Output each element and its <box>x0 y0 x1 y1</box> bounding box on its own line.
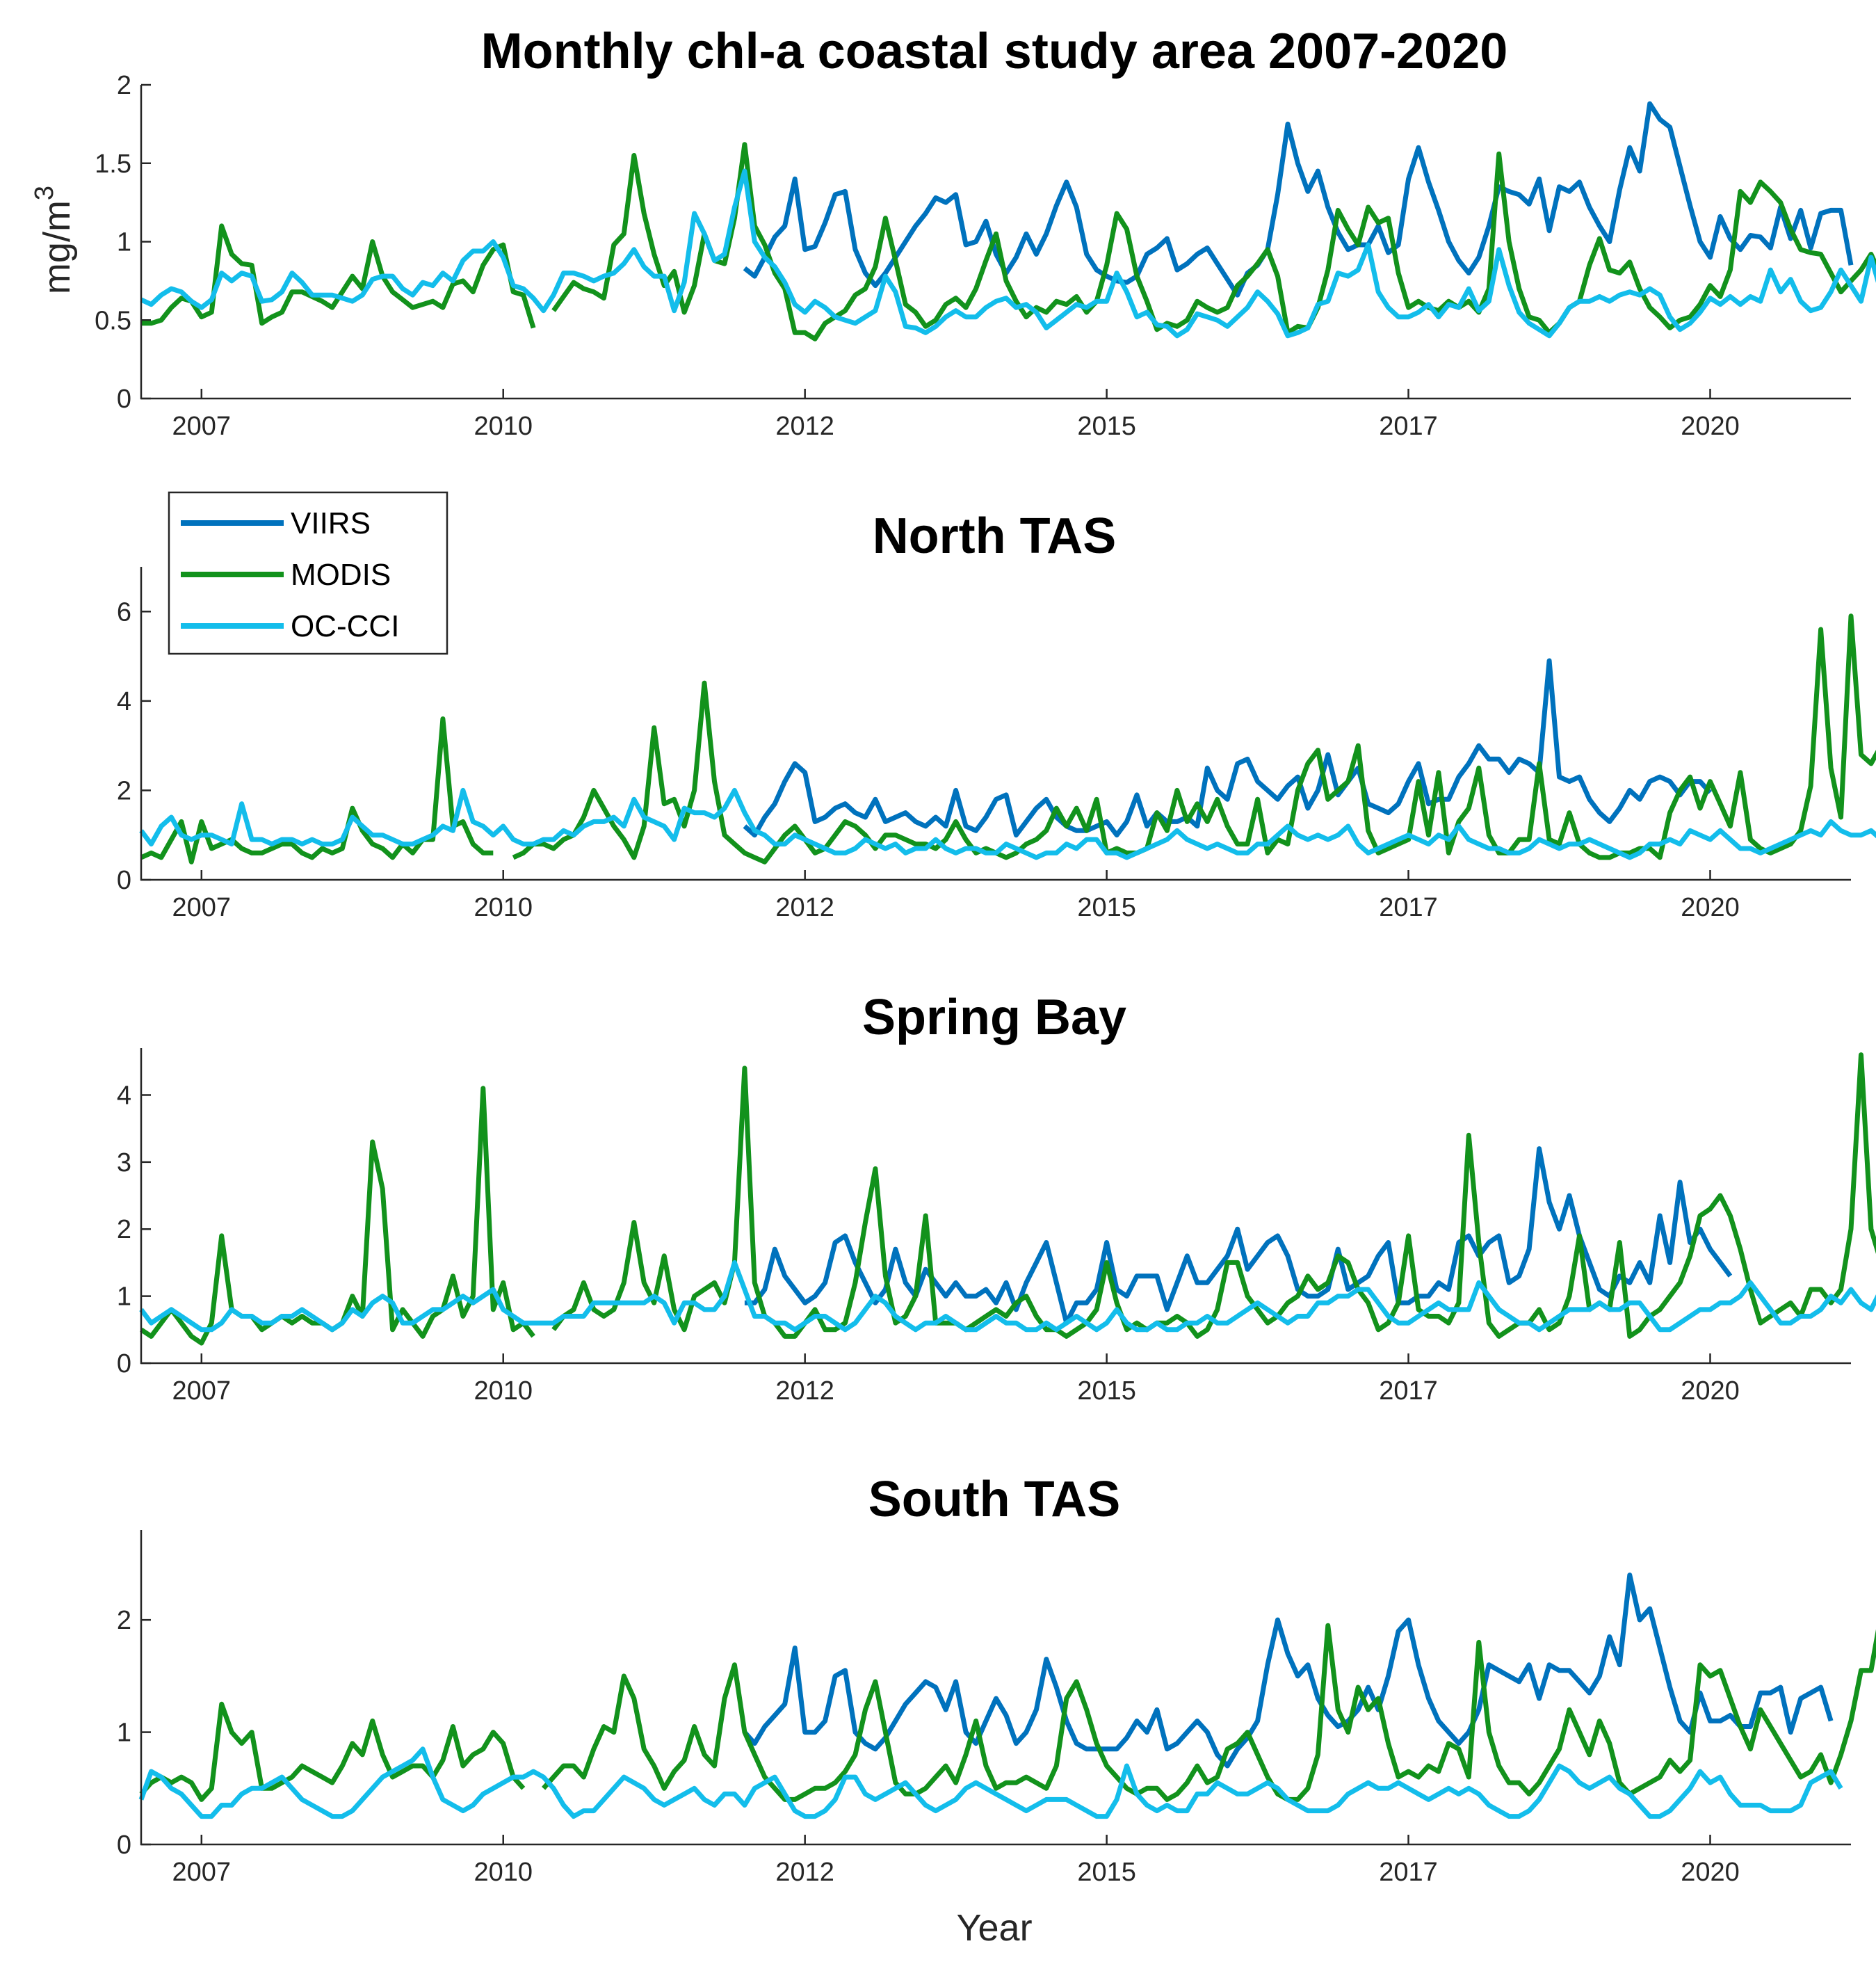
y-tick-label: 6 <box>117 597 131 627</box>
y-tick-label: 2 <box>117 1606 131 1635</box>
panel-spring-bay: Spring Bay 0 1 2 3 4 2007 2010 2012 2015 2017 202… <box>117 990 1876 1406</box>
x-axis-ticks: 2007 2010 2012 2015 2017 2020 <box>172 870 1740 922</box>
series-line-viirs <box>744 1146 1733 1326</box>
series-line-viirs <box>743 658 1713 838</box>
series-line-viirs <box>743 101 1854 298</box>
legend-label: OC-CCI <box>291 609 399 643</box>
series-line-oc-cci <box>139 1260 1876 1333</box>
panel-title: North TAS <box>873 508 1117 564</box>
x-tick-label: 2017 <box>1379 1376 1438 1406</box>
x-tick-label: 2012 <box>775 412 834 441</box>
x-tick-label: 2010 <box>474 1376 533 1406</box>
x-tick-label: 2020 <box>1681 1858 1740 1887</box>
axes-box <box>140 1048 1851 1365</box>
y-axis-label-exponent: 3 <box>30 186 59 200</box>
x-axis-ticks: 2007 2010 2012 2015 2017 2020 <box>172 1353 1740 1406</box>
y-tick-label: 0 <box>117 1831 131 1860</box>
x-axis-ticks: 2007 2010 2012 2015 2017 2020 <box>172 389 1740 441</box>
y-tick-label: 0.5 <box>95 306 131 335</box>
series-lines <box>138 1573 1876 1819</box>
y-tick-label: 1 <box>117 228 131 257</box>
panel-title: South TAS <box>868 1472 1121 1527</box>
panel-south-tas: South TAS 0 1 2 2007 2010 2012 2015 2017 2020 <box>117 1472 1876 1887</box>
x-tick-label: 2015 <box>1077 412 1136 441</box>
series-lines <box>140 101 1876 341</box>
x-tick-label: 2010 <box>474 893 533 922</box>
y-axis-ticks: 0 2 4 6 <box>117 597 151 895</box>
series-line-oc-cci <box>139 787 1876 860</box>
y-tick-label: 1 <box>117 1282 131 1312</box>
x-tick-label: 2017 <box>1379 1858 1438 1887</box>
legend: VIIRS MODIS OC-CCI <box>168 491 448 655</box>
series-line-oc-cci <box>138 1746 1843 1819</box>
legend-label: MODIS <box>291 558 391 592</box>
legend-label: VIIRS <box>291 506 371 540</box>
x-tick-label: 2020 <box>1681 1376 1740 1406</box>
x-tick-label: 2015 <box>1077 1376 1136 1406</box>
x-tick-label: 2012 <box>775 1376 834 1406</box>
series-line-modis <box>140 1052 1876 1346</box>
legend-entry-occci: OC-CCI <box>181 609 399 643</box>
series-line-modis <box>139 1623 1876 1802</box>
y-tick-label: 2 <box>117 776 131 805</box>
x-tick-label: 2020 <box>1681 412 1740 441</box>
x-tick-label: 2007 <box>172 893 232 922</box>
x-tick-label: 2015 <box>1077 1858 1136 1887</box>
x-tick-label: 2020 <box>1681 893 1740 922</box>
series-line-oc-cci <box>140 168 1876 339</box>
x-tick-label: 2012 <box>775 1858 834 1887</box>
y-tick-label: 4 <box>117 687 131 716</box>
legend-entry-modis: MODIS <box>181 558 391 592</box>
panel-title: Spring Bay <box>862 990 1126 1045</box>
y-tick-label: 1 <box>117 1719 131 1748</box>
y-axis-label: mg/m3 <box>30 186 78 294</box>
x-tick-label: 2007 <box>172 412 232 441</box>
y-axis-ticks: 0 0.5 1 1.5 2 <box>95 71 151 414</box>
y-tick-label: 0 <box>117 385 131 414</box>
y-tick-label: 2 <box>117 1215 131 1244</box>
panel-coastal-study-area: Monthly chl-a coastal study area 2007-20… <box>95 24 1876 441</box>
y-tick-label: 1.5 <box>95 150 131 179</box>
y-tick-label: 0 <box>117 1349 131 1378</box>
legend-entry-viirs: VIIRS <box>181 506 371 540</box>
y-axis-ticks: 0 1 2 <box>117 1606 151 1860</box>
x-tick-label: 2007 <box>172 1376 232 1406</box>
x-tick-label: 2010 <box>474 412 533 441</box>
x-tick-label: 2007 <box>172 1858 232 1887</box>
series-lines <box>139 613 1876 865</box>
y-axis-ticks: 0 1 2 3 4 <box>117 1081 151 1378</box>
axes-box <box>140 1530 1851 1846</box>
y-tick-label: 0 <box>117 866 131 895</box>
y-axis-label-base: mg/m <box>36 200 78 294</box>
series-line-viirs <box>743 1573 1834 1769</box>
series-lines <box>139 1052 1876 1346</box>
y-tick-label: 2 <box>117 71 131 100</box>
axes-box <box>140 567 1851 881</box>
x-axis-label: Year <box>956 1907 1032 1949</box>
y-tick-label: 3 <box>117 1148 131 1177</box>
panel-title: Monthly chl-a coastal study area 2007-20… <box>481 24 1508 79</box>
x-tick-label: 2017 <box>1379 412 1438 441</box>
series-line-modis <box>141 142 1876 341</box>
series-line-modis <box>140 613 1876 865</box>
x-tick-label: 2017 <box>1379 893 1438 922</box>
y-tick-label: 4 <box>117 1081 131 1110</box>
x-tick-label: 2010 <box>474 1858 533 1887</box>
x-tick-label: 2012 <box>775 893 834 922</box>
panel-north-tas: North TAS 0 2 4 6 2007 2010 2012 2015 2017 2020 <box>117 508 1876 922</box>
axes-box <box>140 85 1851 400</box>
x-tick-label: 2015 <box>1077 893 1136 922</box>
x-axis-ticks: 2007 2010 2012 2015 2017 2020 <box>172 1835 1740 1887</box>
